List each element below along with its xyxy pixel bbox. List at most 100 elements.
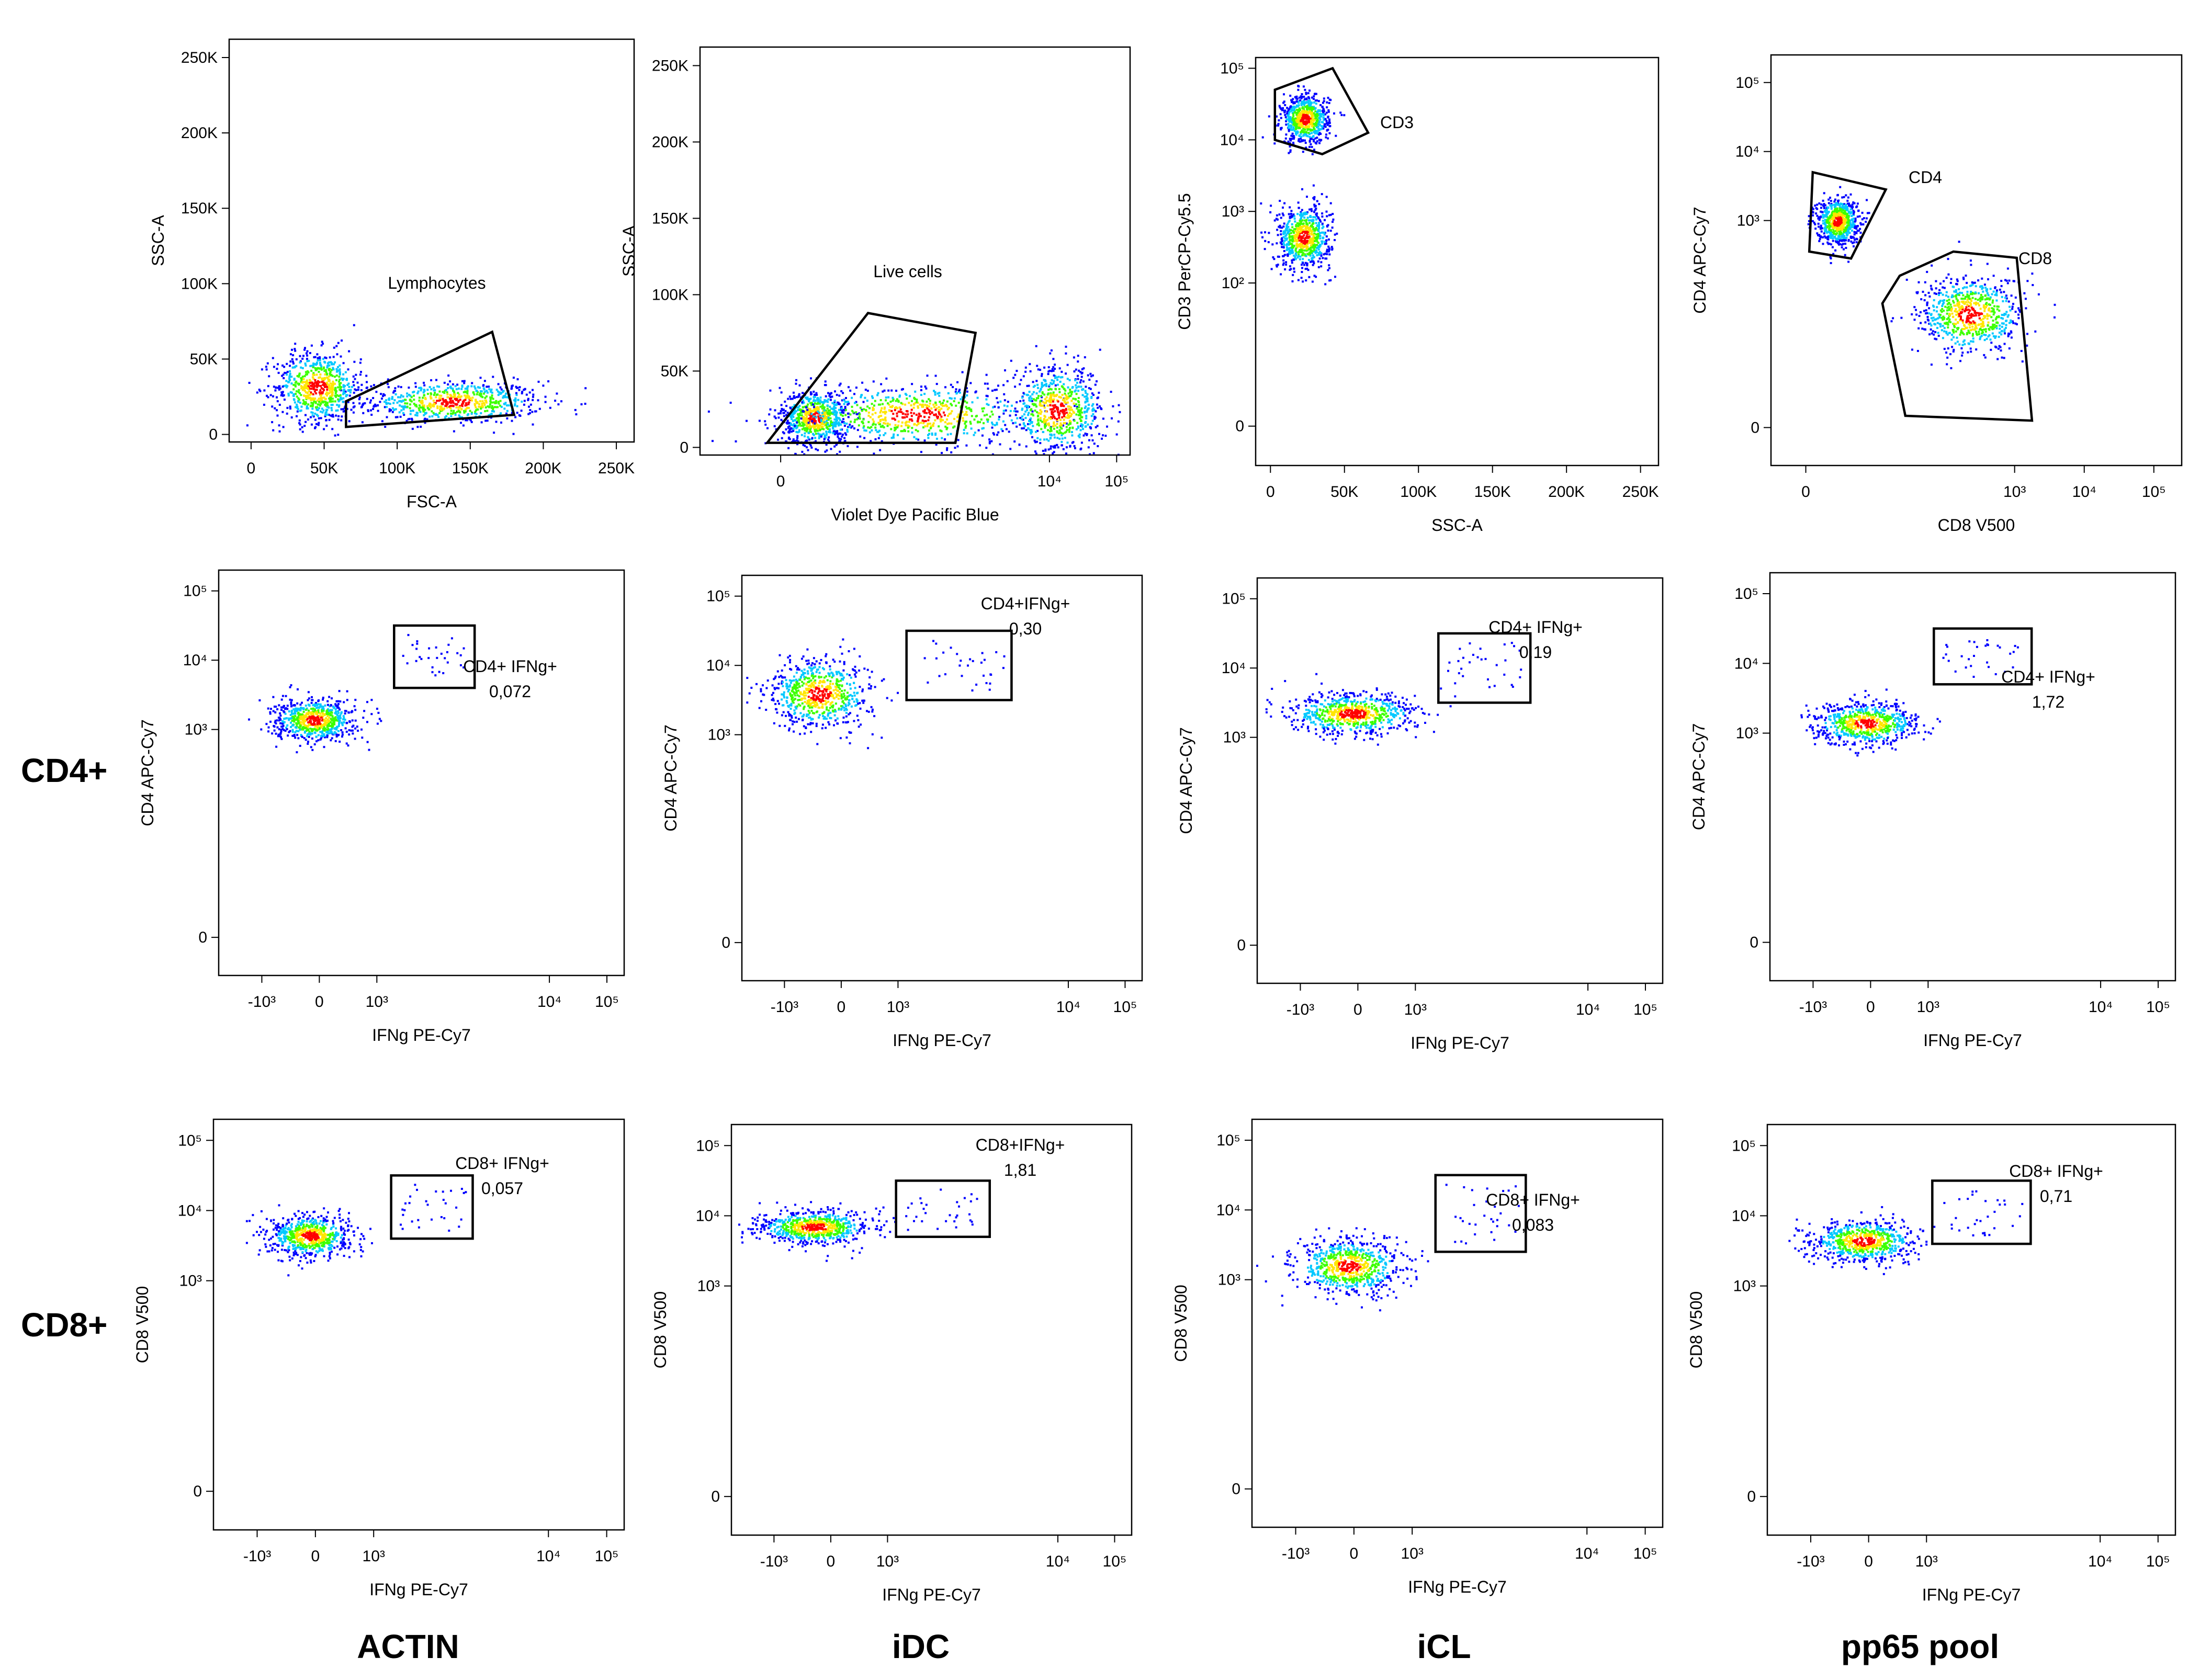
data-point (1276, 218, 1279, 221)
data-point (963, 414, 966, 416)
data-point (955, 388, 957, 391)
data-point (799, 423, 801, 425)
data-point (310, 365, 313, 367)
data-point (1322, 257, 1324, 259)
data-point (1283, 222, 1285, 225)
data-point (1284, 137, 1287, 140)
data-point (917, 438, 920, 441)
data-point (859, 435, 862, 438)
data-point (475, 399, 477, 401)
data-point (312, 402, 314, 404)
data-point (816, 398, 819, 400)
data-point (1054, 417, 1056, 419)
data-point (447, 417, 450, 419)
data-point (1311, 233, 1314, 235)
data-point (1069, 415, 1072, 417)
data-point (447, 387, 449, 389)
data-point (273, 366, 275, 368)
data-point (445, 389, 447, 391)
data-point (1069, 445, 1071, 447)
data-point (1052, 369, 1055, 372)
data-point (491, 401, 494, 404)
data-point (773, 425, 776, 427)
data-point (1319, 110, 1322, 112)
data-point (329, 399, 331, 401)
data-point (344, 384, 346, 387)
data-point (516, 412, 518, 414)
data-point (1085, 421, 1087, 423)
data-point (849, 389, 852, 392)
data-point (933, 406, 935, 408)
data-point (828, 428, 831, 430)
data-point (798, 404, 801, 407)
data-point (1043, 453, 1045, 456)
data-point (418, 409, 421, 412)
data-point (907, 424, 909, 427)
data-point (328, 384, 331, 387)
data-point (1069, 395, 1072, 398)
data-point (1273, 258, 1276, 260)
data-point (1302, 252, 1304, 254)
data-point (1061, 416, 1064, 418)
data-point (1060, 405, 1063, 407)
data-point (1320, 139, 1323, 141)
x-tick-label: 50K (310, 460, 338, 477)
data-point (335, 374, 338, 377)
y-tick-label: 10⁴ (1220, 131, 1244, 149)
data-point (418, 400, 421, 402)
data-point (488, 388, 491, 391)
data-point (910, 412, 912, 414)
data-point (1301, 264, 1303, 266)
data-point (788, 436, 790, 439)
data-point (843, 422, 846, 424)
data-point (1311, 210, 1313, 212)
data-point (1321, 227, 1324, 230)
data-point (797, 406, 800, 408)
data-point (1323, 110, 1325, 112)
data-point (805, 421, 808, 423)
data-point (1289, 106, 1292, 109)
data-point (1312, 107, 1315, 109)
data-point (309, 365, 312, 367)
x-tick-label: 50K (1330, 483, 1358, 501)
data-point (323, 396, 325, 399)
data-point (1300, 237, 1303, 240)
data-point (780, 410, 782, 412)
data-point (1306, 263, 1308, 266)
data-point (872, 380, 875, 383)
data-point (1299, 249, 1301, 251)
data-point (410, 396, 413, 399)
data-point (464, 410, 467, 413)
data-point (329, 356, 331, 359)
data-point (386, 406, 388, 408)
data-point (321, 407, 323, 410)
data-point (1270, 268, 1273, 270)
data-point (872, 418, 874, 421)
data-point (332, 414, 334, 416)
data-point (1065, 426, 1068, 428)
data-point (783, 415, 785, 417)
data-point (1045, 410, 1047, 413)
data-point (418, 407, 420, 410)
data-point (793, 423, 795, 425)
data-point (326, 394, 329, 397)
data-point (1292, 213, 1295, 216)
data-point (1117, 420, 1120, 423)
data-point (1285, 118, 1288, 121)
data-point (329, 389, 331, 392)
data-point (1052, 391, 1055, 394)
data-point (934, 391, 937, 394)
data-point (1287, 232, 1290, 234)
data-point (1322, 127, 1325, 130)
data-point (507, 404, 510, 407)
data-point (1310, 229, 1312, 231)
data-point (463, 410, 466, 412)
data-point (521, 392, 523, 394)
data-point (1306, 217, 1309, 219)
data-point (1299, 116, 1301, 118)
data-point (1305, 92, 1307, 94)
data-point (461, 416, 464, 418)
data-point (1290, 134, 1293, 137)
data-point (1280, 217, 1282, 219)
x-axis-title: SSC-A (1431, 516, 1483, 535)
